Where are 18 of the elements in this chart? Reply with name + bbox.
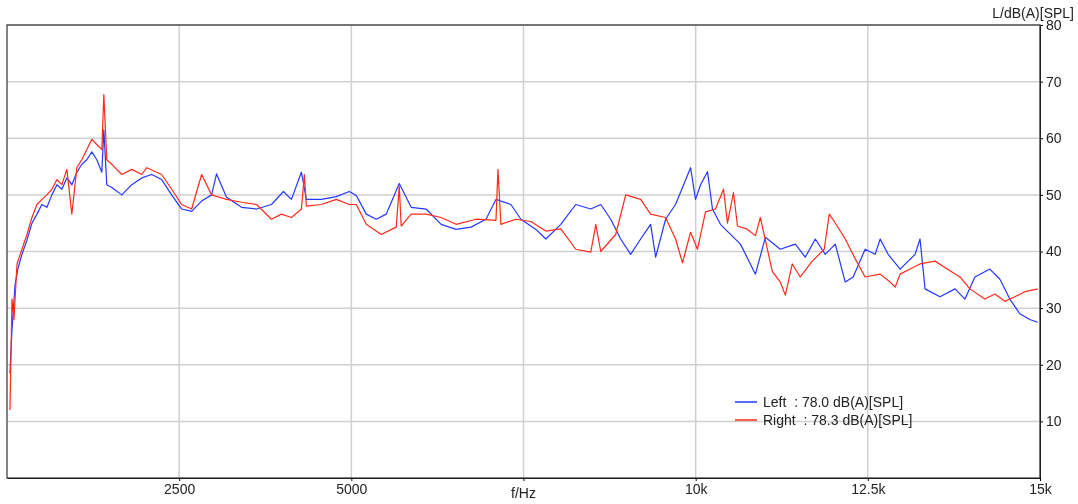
- line-series: [9, 94, 1039, 411]
- y-axis-title: L/dB(A)[SPL]: [992, 5, 1074, 21]
- x-tick-label: 2500: [164, 480, 196, 497]
- y-tick-label: 70: [1046, 73, 1062, 90]
- y-tick-label: 50: [1046, 186, 1062, 203]
- x-tick-label: 10k: [684, 480, 709, 497]
- legend-label: Left : 78.0 dB(A)[SPL]: [763, 394, 904, 410]
- line-series: [9, 129, 1039, 374]
- y-tick-label: 20: [1046, 356, 1062, 373]
- legend-label: Right : 78.3 dB(A)[SPL]: [763, 412, 913, 428]
- x-tick-label: 15k: [1029, 480, 1053, 497]
- x-tick-label: 5000: [336, 480, 368, 497]
- y-tick-label: 30: [1046, 300, 1062, 317]
- x-axis-title: f/Hz: [511, 485, 536, 501]
- x-tick-label: 12.5k: [851, 480, 887, 497]
- y-tick-label: 60: [1046, 130, 1062, 147]
- y-tick-label: 10: [1046, 413, 1062, 430]
- y-tick-label: 40: [1046, 243, 1062, 260]
